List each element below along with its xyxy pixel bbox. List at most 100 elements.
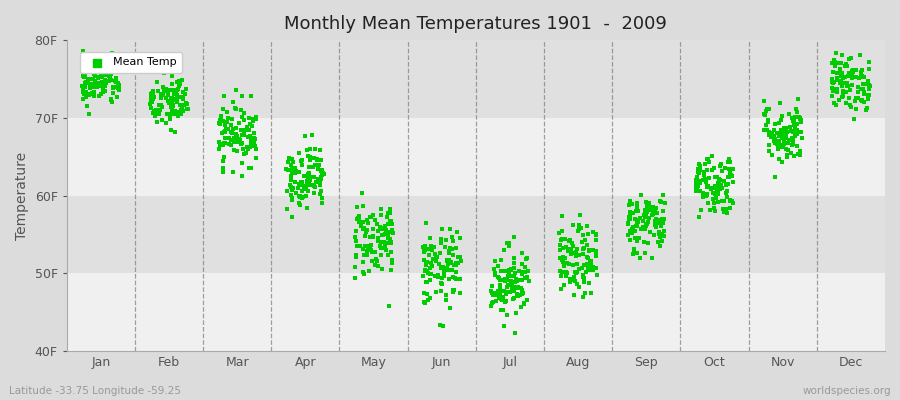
Point <box>576 251 590 258</box>
Point <box>568 250 582 256</box>
Point <box>383 249 398 255</box>
Point <box>854 86 868 92</box>
Point <box>689 175 704 182</box>
Point <box>91 74 105 80</box>
Point <box>500 312 515 318</box>
Point <box>109 64 123 70</box>
Point <box>509 276 524 282</box>
Point <box>696 190 710 196</box>
Point <box>217 140 231 146</box>
Point <box>836 89 850 95</box>
Point <box>825 85 840 91</box>
Point <box>654 216 669 222</box>
Point <box>86 82 100 88</box>
Point <box>764 134 778 140</box>
Point <box>724 172 738 178</box>
Point <box>419 268 434 274</box>
Point <box>559 273 573 280</box>
Point <box>690 174 705 180</box>
Point <box>626 201 640 208</box>
Point <box>232 120 247 126</box>
Point <box>778 133 792 139</box>
Point <box>825 80 840 86</box>
Point <box>78 80 93 86</box>
Point <box>281 167 295 173</box>
Point <box>307 155 321 161</box>
Point <box>417 290 431 296</box>
Point <box>165 73 179 79</box>
Point <box>383 267 398 274</box>
Point <box>856 74 870 80</box>
Point <box>844 82 859 89</box>
Point <box>240 144 255 150</box>
Point <box>827 57 842 64</box>
Point <box>570 261 584 267</box>
Point <box>697 172 711 179</box>
Point <box>173 93 187 100</box>
Point <box>850 84 865 90</box>
Point <box>147 110 161 116</box>
Point <box>840 62 854 69</box>
Point <box>553 268 567 274</box>
Point <box>105 84 120 91</box>
Point <box>699 178 714 185</box>
Point <box>845 70 859 76</box>
Point <box>521 278 535 284</box>
Point <box>842 83 856 90</box>
Point <box>657 228 671 234</box>
Point <box>576 277 590 283</box>
Point <box>630 217 644 224</box>
Point <box>493 277 508 283</box>
Point <box>576 294 590 300</box>
Point <box>379 247 393 254</box>
Point <box>102 72 116 78</box>
Point <box>107 68 122 74</box>
Point <box>590 265 604 272</box>
Point <box>356 226 371 232</box>
Point <box>840 80 854 86</box>
Point <box>166 110 181 117</box>
Point <box>242 127 256 133</box>
Point <box>162 100 176 106</box>
Point <box>381 220 395 227</box>
Point <box>349 238 364 244</box>
Point <box>86 76 101 82</box>
Point <box>349 254 364 260</box>
Bar <box>67 40 885 118</box>
Point <box>281 158 295 165</box>
Point <box>212 117 227 123</box>
Point <box>784 150 798 157</box>
Point <box>773 130 788 136</box>
Point <box>857 89 871 96</box>
Point <box>842 55 856 62</box>
Point <box>312 147 327 153</box>
Point <box>88 63 103 70</box>
Point <box>626 226 640 233</box>
Point <box>627 235 642 241</box>
Point <box>701 182 716 189</box>
Point <box>103 71 117 77</box>
Point <box>714 161 728 168</box>
Point <box>648 218 662 224</box>
Point <box>790 120 805 127</box>
Point <box>777 140 791 147</box>
Point <box>710 174 724 180</box>
Point <box>630 204 644 210</box>
Point <box>827 63 842 69</box>
Text: worldspecies.org: worldspecies.org <box>803 386 891 396</box>
Point <box>385 259 400 266</box>
Point <box>854 97 868 104</box>
Point <box>371 263 385 270</box>
Point <box>775 159 789 165</box>
Point <box>243 144 257 151</box>
Point <box>764 152 778 158</box>
Point <box>635 224 650 230</box>
Point <box>99 80 113 86</box>
Point <box>148 109 163 116</box>
Point <box>786 128 800 135</box>
Point <box>382 303 397 309</box>
Point <box>381 252 395 258</box>
Point <box>499 290 513 297</box>
Point <box>243 133 257 140</box>
Point <box>420 258 435 265</box>
